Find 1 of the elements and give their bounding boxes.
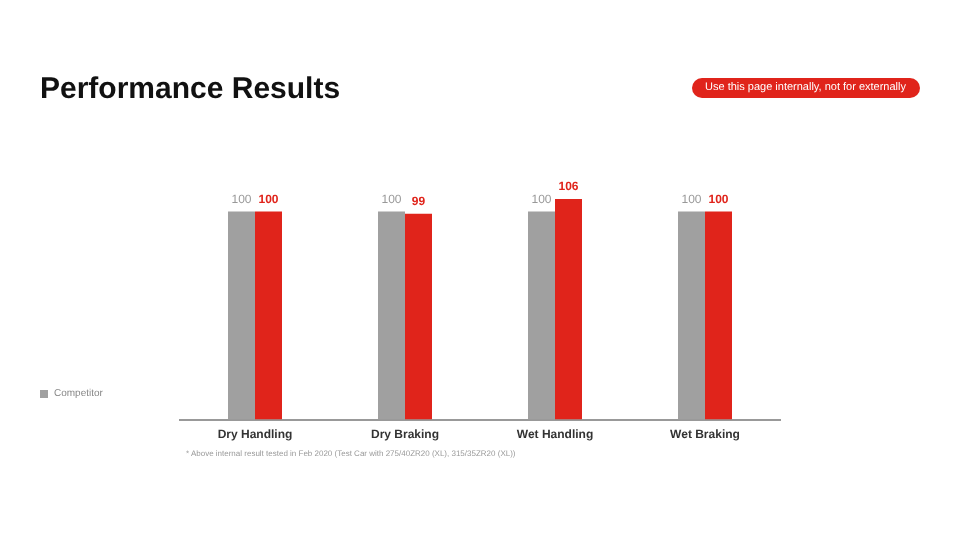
chart-title: Performance Results bbox=[40, 72, 341, 106]
